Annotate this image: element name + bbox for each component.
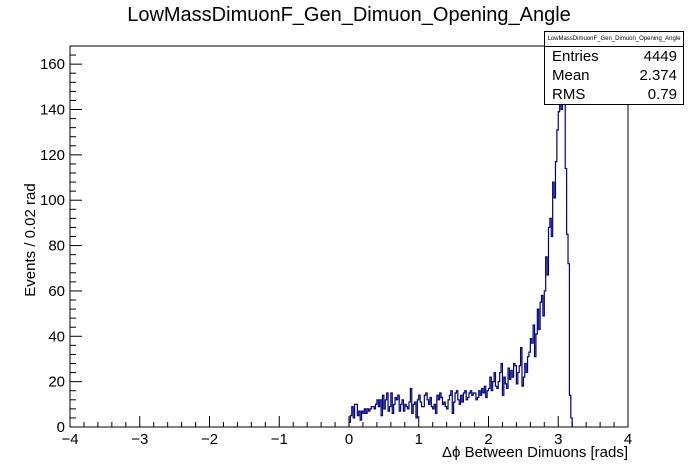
- x-tick-label: 2: [484, 431, 492, 448]
- y-tick-label: 160: [40, 56, 65, 73]
- stats-entries-value: 4449: [643, 48, 677, 65]
- stats-rms-label: RMS: [552, 86, 586, 103]
- x-tick-label: 0: [345, 431, 353, 448]
- x-tick-label: 1: [415, 431, 423, 448]
- x-axis-label: Δϕ Between Dimuons [rads]: [442, 444, 628, 461]
- y-tick-label: 40: [48, 328, 65, 345]
- stats-name: LowMassDimuonF_Gen_Dimuon_Opening_Angle: [545, 32, 683, 47]
- stats-box: LowMassDimuonF_Gen_Dimuon_Opening_Angle …: [544, 31, 684, 105]
- y-tick-label: 120: [40, 147, 65, 164]
- histogram-line: [348, 79, 573, 427]
- y-tick-label: 60: [48, 283, 65, 300]
- chart-title: LowMassDimuonF_Gen_Dimuon_Opening_Angle: [127, 4, 571, 26]
- stats-mean-label: Mean: [552, 67, 590, 84]
- x-tick-label: 3: [554, 431, 562, 448]
- stats-rms-row: RMS 0.79: [545, 85, 683, 104]
- y-axis-ticks: 0 20 40 60 80 100 120 140 160: [40, 45, 82, 436]
- x-axis-ticks: −4 −3 −2 −1 0 1 2 3 4: [61, 416, 632, 448]
- stats-entries-row: Entries 4449: [545, 47, 683, 66]
- stats-rms-value: 0.79: [647, 86, 677, 103]
- x-tick-label: −1: [271, 431, 288, 448]
- y-tick-label: 140: [40, 102, 65, 119]
- x-tick-label: 4: [624, 431, 632, 448]
- y-tick-label: 80: [48, 238, 65, 255]
- y-tick-label: 100: [40, 192, 65, 209]
- stats-mean-row: Mean 2.374: [545, 66, 683, 85]
- y-tick-label: 20: [48, 374, 65, 391]
- y-axis-label: Events / 0.02 rad: [22, 183, 39, 297]
- y-tick-label: 0: [57, 419, 65, 436]
- x-tick-label: −4: [61, 431, 78, 448]
- x-tick-label: −3: [131, 431, 148, 448]
- stats-entries-label: Entries: [552, 48, 599, 65]
- stats-mean-value: 2.374: [639, 67, 677, 84]
- x-tick-label: −2: [201, 431, 218, 448]
